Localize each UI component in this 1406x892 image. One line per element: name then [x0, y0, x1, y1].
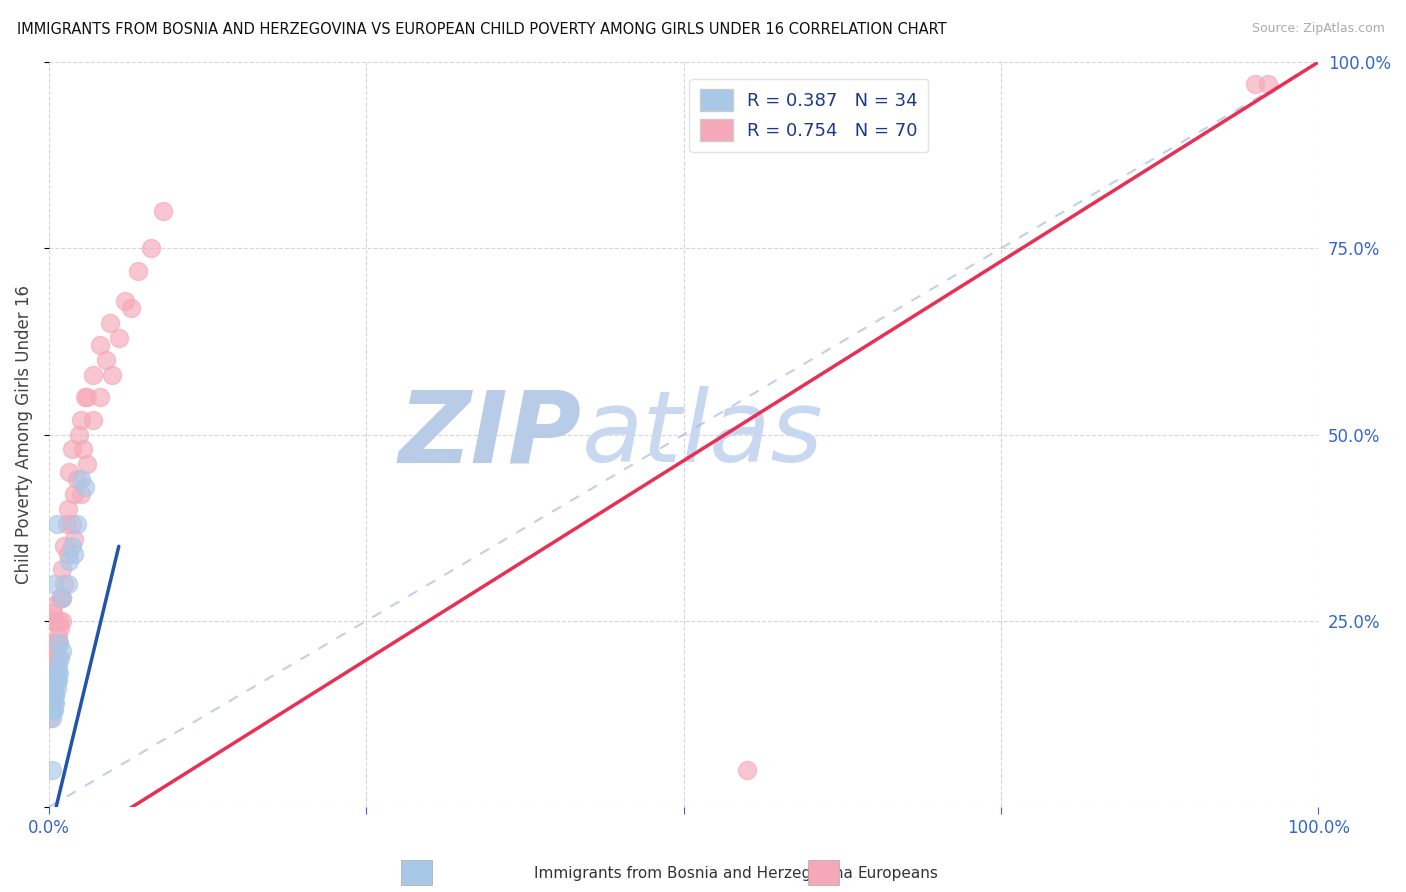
Text: IMMIGRANTS FROM BOSNIA AND HERZEGOVINA VS EUROPEAN CHILD POVERTY AMONG GIRLS UND: IMMIGRANTS FROM BOSNIA AND HERZEGOVINA V… — [17, 22, 946, 37]
Y-axis label: Child Poverty Among Girls Under 16: Child Poverty Among Girls Under 16 — [15, 285, 32, 584]
Text: Immigrants from Bosnia and Herzegovina: Immigrants from Bosnia and Herzegovina — [534, 866, 853, 881]
Text: ZIP: ZIP — [399, 386, 582, 483]
Text: Source: ZipAtlas.com: Source: ZipAtlas.com — [1251, 22, 1385, 36]
Legend: R = 0.387   N = 34, R = 0.754   N = 70: R = 0.387 N = 34, R = 0.754 N = 70 — [689, 78, 928, 152]
Text: Europeans: Europeans — [858, 866, 939, 881]
Text: atlas: atlas — [582, 386, 824, 483]
